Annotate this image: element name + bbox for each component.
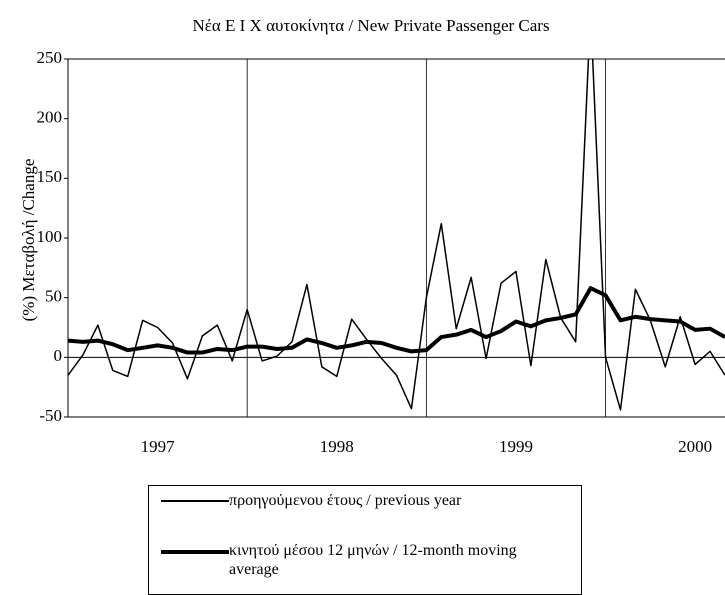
y-tick-label: 100 [37,227,63,246]
chart-title: Νέα Ε Ι Χ αυτοκίνητα / New Private Passe… [192,16,549,35]
legend-swatch [161,550,229,554]
series-line [68,59,725,411]
y-tick-label: 50 [45,287,62,306]
plot [68,59,725,411]
y-tick-label: -50 [39,406,62,425]
legend-label: προηγούμενου έτους / previous year [229,492,462,509]
legend: προηγούμενου έτους / previous year κινητο… [148,485,582,595]
y-tick-label: 0 [54,346,63,365]
y-tick-label: 150 [37,167,63,186]
x-tick-label: 1997 [141,437,176,456]
legend-label: κινητού μέσου 12 μηνών / 12-month moving… [229,542,517,578]
x-tick-label: 2000 [678,437,712,456]
y-tick-label: 200 [37,108,63,127]
y-axis-label: (%) Μεταβολή /Change [19,159,38,322]
series-line [68,286,725,355]
legend-entry: προηγούμενου έτους / previous year [161,491,559,510]
legend-entry: κινητού μέσου 12 μηνών / 12-month moving… [161,541,559,579]
x-tick-label: 1998 [320,437,354,456]
y-tick-label: 250 [37,48,63,67]
legend-swatch [161,500,229,502]
x-tick-label: 1999 [499,437,533,456]
